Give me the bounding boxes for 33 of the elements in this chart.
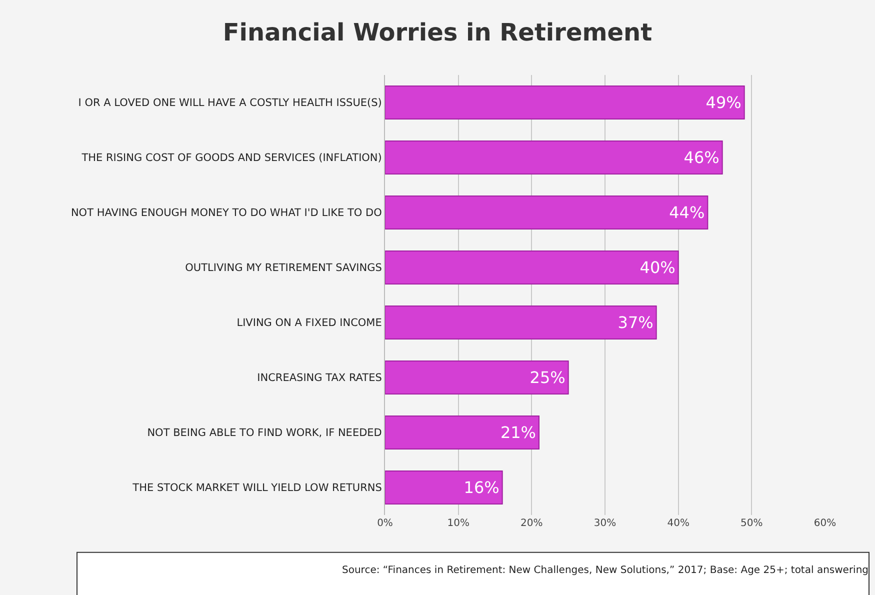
- data-label: 21%: [500, 423, 536, 442]
- x-tick-label: 0%: [377, 518, 393, 529]
- bar: [385, 140, 723, 174]
- bar: [385, 470, 503, 504]
- y-tick-label: INCREASING TAX RATES: [257, 372, 382, 384]
- y-tick-label: I OR A LOVED ONE WILL HAVE A COSTLY HEALTH ISSUE(S): [78, 97, 382, 110]
- x-tick-label: 30%: [594, 518, 616, 529]
- data-label: 44%: [669, 203, 705, 222]
- x-tick-label: 60%: [814, 518, 836, 529]
- data-label: 49%: [706, 93, 742, 112]
- source-note: Source: “Finances in Retirement: New Challenges, New Solutions,” 2017; Base: Age 25+; total answering: [342, 565, 869, 576]
- data-label: 37%: [618, 313, 654, 332]
- chart-title: Financial Worries in Retirement: [222, 18, 652, 47]
- bar: [385, 360, 569, 394]
- data-label: 16%: [464, 478, 500, 497]
- y-tick-label: LIVING ON A FIXED INCOME: [236, 317, 382, 330]
- data-label: 25%: [530, 368, 566, 387]
- bar: [385, 196, 708, 230]
- x-tick-label: 20%: [520, 518, 543, 529]
- y-tick-label: NOT BEING ABLE TO FIND WORK, IF NEEDED: [147, 427, 382, 440]
- x-tick-label: 40%: [667, 518, 690, 529]
- bar: [385, 306, 657, 340]
- y-tick-label: THE STOCK MARKET WILL YIELD LOW RETURNS: [132, 482, 382, 494]
- y-tick-label: NOT HAVING ENOUGH MONEY TO DO WHAT I'D LIKE TO DO: [70, 207, 382, 220]
- bar: [385, 250, 679, 284]
- x-tick-label: 50%: [740, 518, 763, 529]
- y-tick-label: THE RISING COST OF GOODS AND SERVICES (INFLATION): [80, 152, 382, 164]
- bar: [385, 86, 745, 120]
- bar: [385, 416, 540, 450]
- y-tick-label: OUTLIVING MY RETIREMENT SAVINGS: [185, 262, 382, 274]
- x-tick-label: 10%: [447, 518, 470, 529]
- data-label: 40%: [640, 258, 676, 277]
- data-label: 46%: [684, 148, 720, 167]
